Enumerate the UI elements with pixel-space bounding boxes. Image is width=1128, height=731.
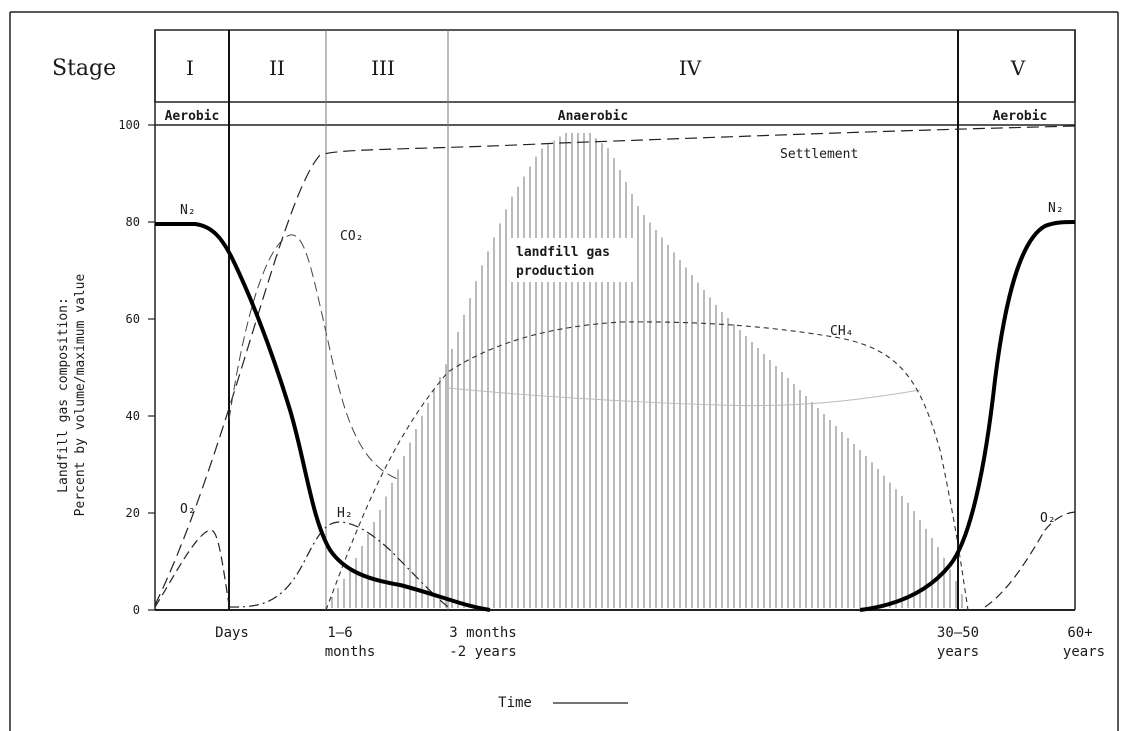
o2-curve-left [154, 529, 230, 608]
x-tick-60-line2: years [1063, 644, 1105, 660]
stage-header-box [154, 29, 1076, 103]
gas-production-hatching [331, 133, 963, 608]
co2-curve [228, 234, 401, 481]
x-tick-days: Days [215, 625, 249, 641]
stage-numeral-2: II [269, 56, 285, 80]
stage-numeral-1: I [186, 56, 194, 80]
n2-label-left: N₂ [180, 203, 196, 218]
x-tick-years-line2: -2 years [449, 644, 516, 660]
production-label-line1: landfill gas [516, 245, 610, 260]
y-tick-label: 80 [126, 215, 140, 229]
x-tick-years-line1: 3 months [449, 625, 516, 641]
stage-numeral-3: III [371, 56, 395, 80]
y-tick-label: 100 [118, 118, 140, 132]
y-axis-title-line1: Landfill gas composition: [56, 297, 71, 493]
co2-curve-continuation [447, 387, 921, 407]
phase-anaerobic: Anaerobic [558, 109, 628, 124]
ch4-curve [325, 321, 969, 611]
x-tick-months-line2: months [325, 644, 376, 660]
x-tick-months-line1: 1–6 [327, 625, 352, 641]
production-label-bg [508, 238, 636, 282]
ch4-label: CH₄ [830, 324, 853, 339]
x-tick-60-line1: 60+ [1067, 625, 1092, 641]
production-label-line2: production [516, 264, 594, 279]
y-tick-label: 20 [126, 506, 140, 520]
y-axis-title-line2: Percent by volume/maximum value [73, 274, 88, 517]
y-tick-label: 0 [133, 603, 140, 617]
x-tick-30-50-line2: years [937, 644, 979, 660]
y-tick-label: 40 [126, 409, 140, 423]
settlement-curve [154, 125, 1076, 606]
n2-curve-left [155, 222, 491, 612]
h2-label: H₂ [337, 506, 353, 521]
x-tick-30-50-line1: 30–50 [937, 625, 979, 641]
o2-label-left: O₂ [180, 502, 196, 517]
stage-title: Stage [52, 56, 116, 81]
o2-label-right: O₂ [1040, 511, 1056, 526]
stage-numeral-4: IV [679, 56, 702, 80]
settlement-label: Settlement [780, 147, 858, 162]
n2-curve-right [859, 220, 1076, 612]
y-axis-ticks [148, 124, 155, 611]
phase-aerobic-right: Aerobic [993, 109, 1048, 124]
y-tick-label: 60 [126, 312, 140, 326]
h2-curve [228, 521, 449, 608]
o2-curve-right [984, 511, 1076, 608]
co2-label: CO₂ [340, 229, 363, 244]
x-axis-title: Time [498, 695, 532, 711]
phase-aerobic-left: Aerobic [165, 109, 220, 124]
n2-label-right: N₂ [1048, 201, 1064, 216]
stage-numeral-5: V [1010, 56, 1026, 80]
